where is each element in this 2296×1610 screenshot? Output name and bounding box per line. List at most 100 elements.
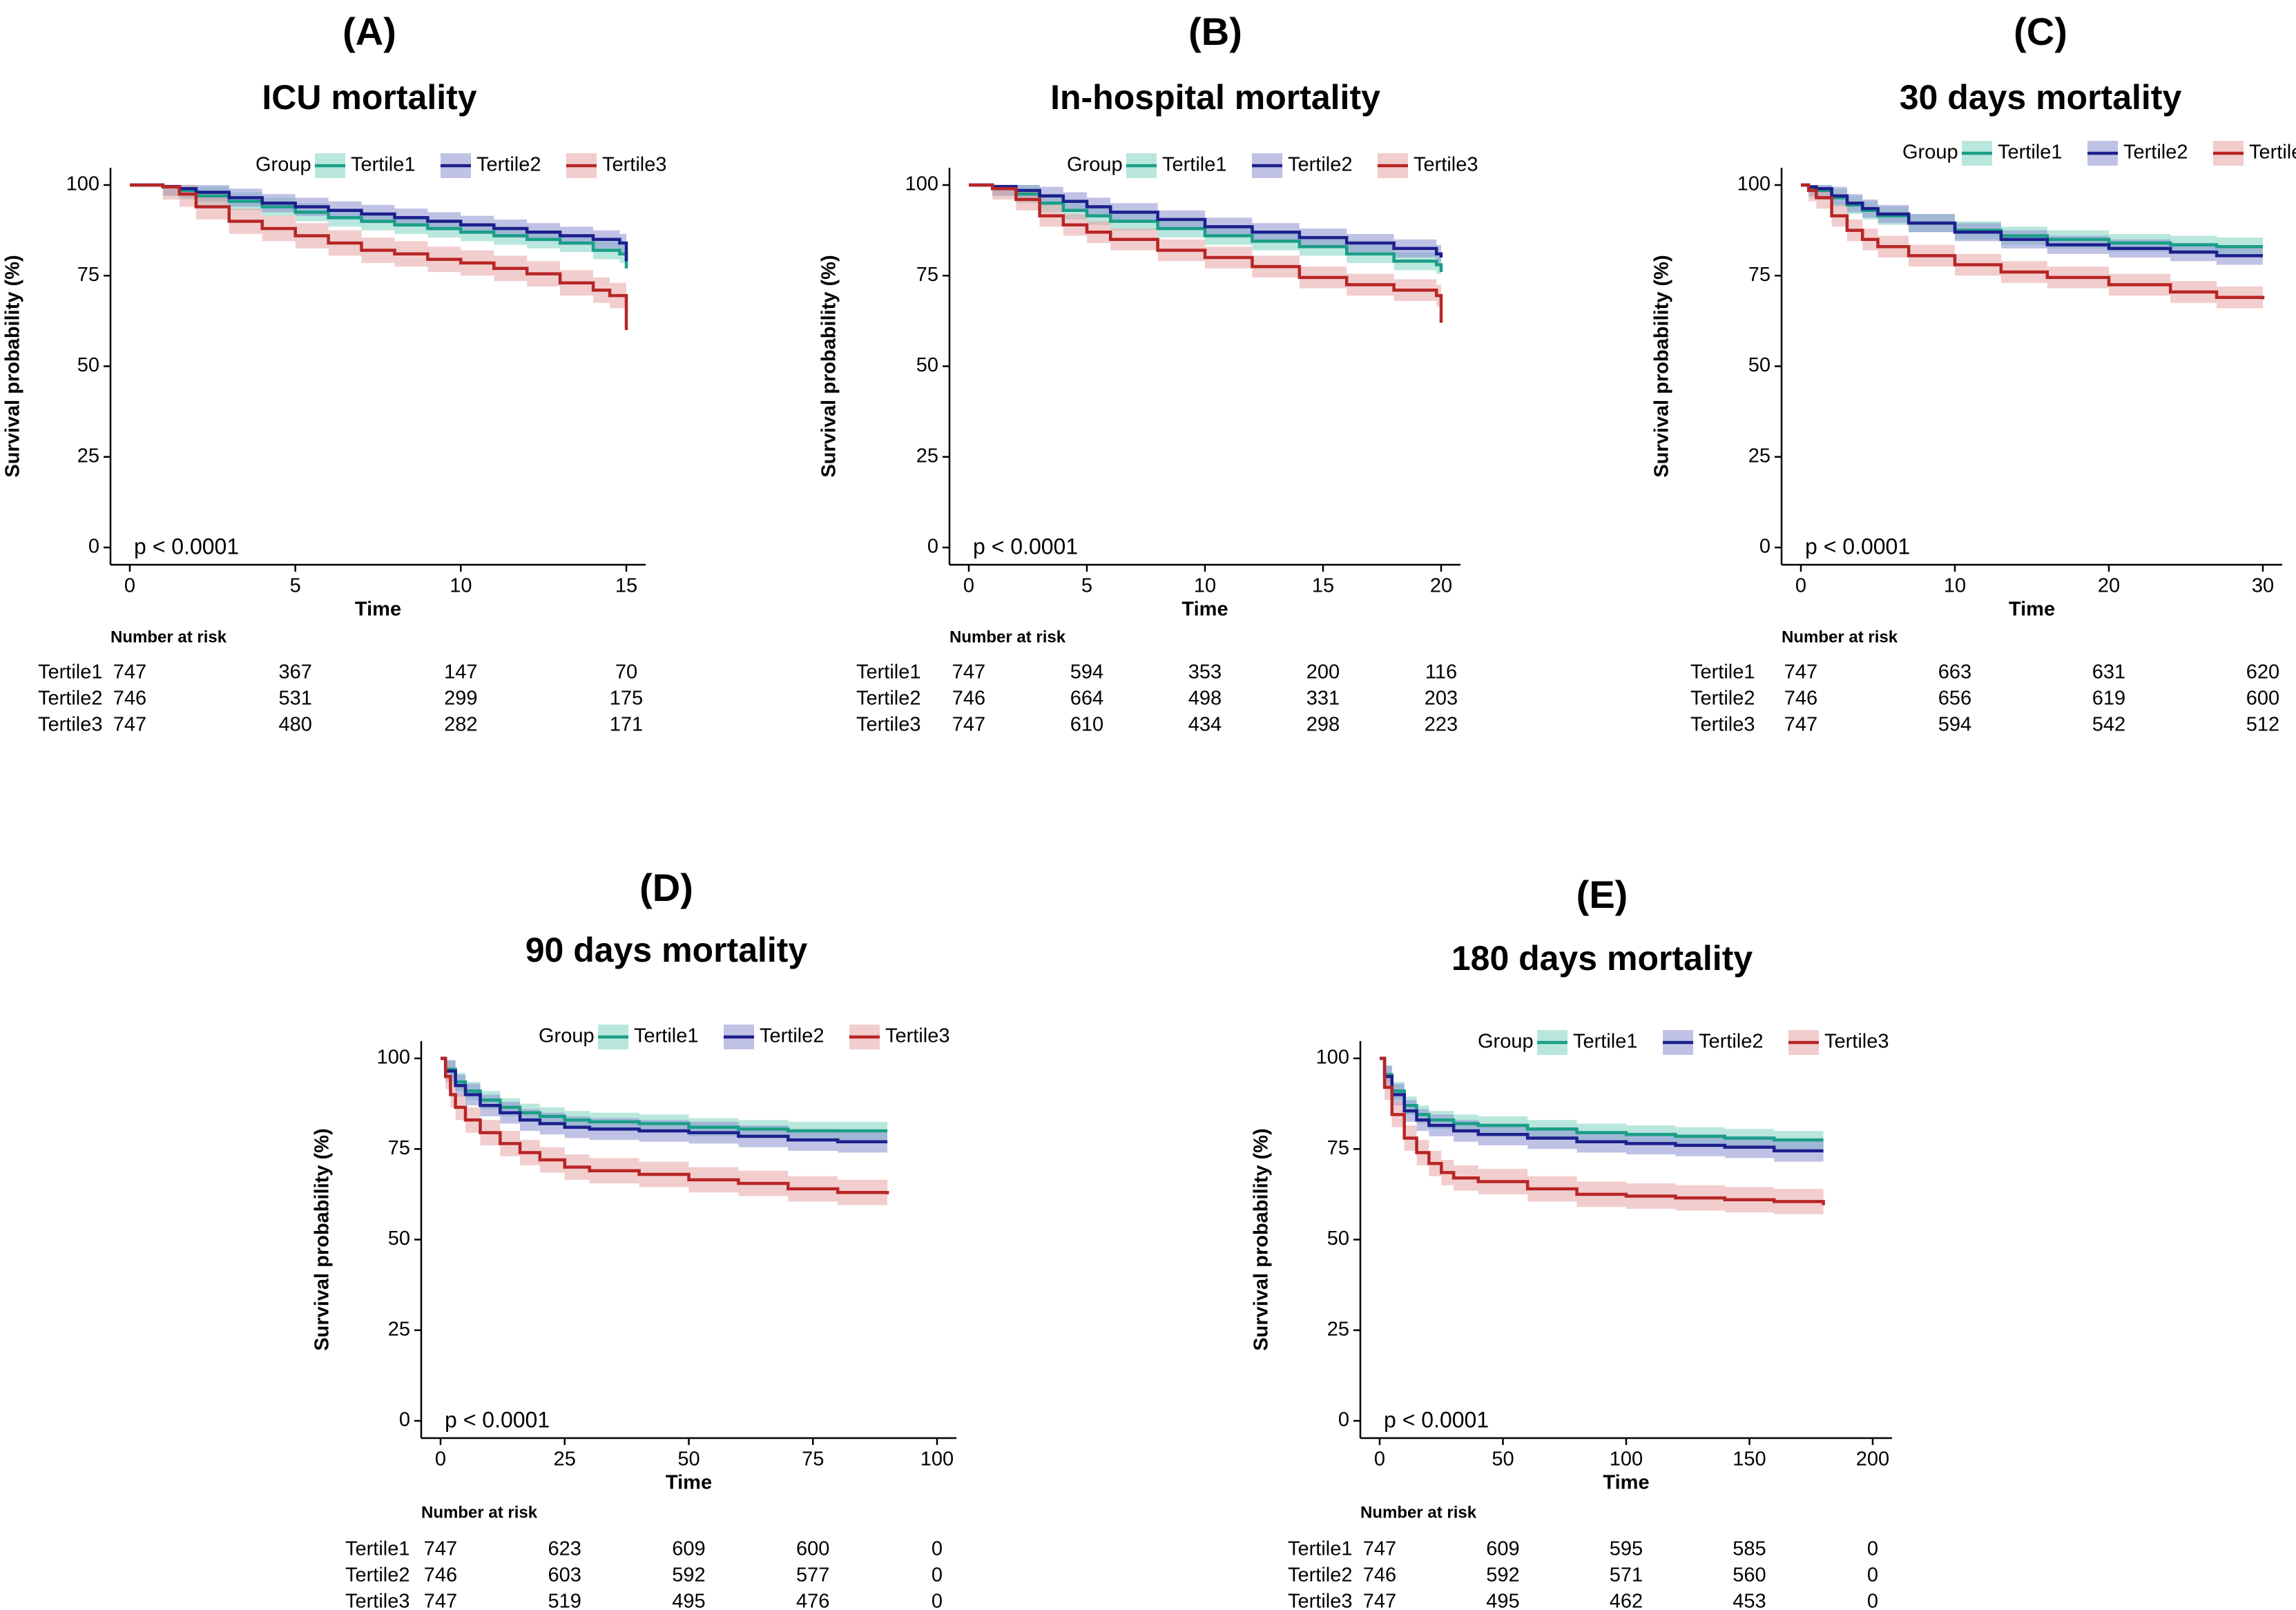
risk-cell: 747 — [1784, 661, 1817, 683]
y-tick-label: 25 — [388, 1318, 410, 1340]
x-tick-label: 0 — [1795, 575, 1806, 597]
legend: Group Tertile1 Tertile2 Tertile3 — [539, 1025, 950, 1049]
risk-cell: 663 — [1938, 661, 1971, 683]
y-axis-title: Survival probability (%) — [818, 255, 840, 477]
x-tick-label: 20 — [2098, 575, 2120, 597]
x-tick-label: 15 — [1312, 575, 1334, 597]
risk-cell: 512 — [2246, 714, 2279, 736]
x-tick-label: 75 — [802, 1448, 824, 1471]
risk-cell: 746 — [113, 688, 146, 710]
legend-label: Tertile1 — [1998, 142, 2063, 164]
x-axis-title: Time — [1181, 599, 1228, 621]
legend-label: Tertile2 — [1699, 1031, 1764, 1053]
risk-row-label: Tertile2 — [856, 688, 921, 710]
survival-curve-tertile3 — [130, 183, 628, 330]
risk-cell: 571 — [1610, 1564, 1643, 1587]
survival-curve-tertile3 — [1380, 1056, 1825, 1205]
legend-item-tertile3: Tertile3 — [849, 1025, 950, 1049]
y-tick-label: 0 — [399, 1409, 410, 1431]
x-tick-label: 200 — [1856, 1448, 1889, 1471]
risk-cell: 623 — [548, 1538, 581, 1560]
y-tick-label: 0 — [927, 536, 938, 558]
risk-cell: 282 — [444, 714, 477, 736]
risk-row-label: Tertile1 — [38, 661, 103, 683]
y-tick-label: 75 — [77, 264, 99, 286]
risk-cell: 0 — [1867, 1564, 1878, 1587]
y-tick-label: 0 — [88, 536, 99, 558]
risk-row-label: Tertile3 — [1288, 1591, 1353, 1610]
risk-cell: 453 — [1733, 1591, 1766, 1610]
risk-row-label: Tertile3 — [38, 714, 103, 736]
risk-cell: 495 — [672, 1591, 705, 1610]
panel-title: 180 days mortality — [1451, 939, 1753, 978]
p-value-label: p < 0.0001 — [134, 534, 239, 559]
y-tick-label: 75 — [1327, 1137, 1349, 1159]
legend-label: Tertile3 — [2249, 142, 2296, 164]
ci-band-tertile3 — [1801, 185, 2263, 311]
risk-table: Number at risk Tertile1 747 594 353 200 116 Ter… — [856, 628, 1458, 735]
panel-e: (E) 180 days mortality 0 25 50 75 100 0 50 100 150… — [1251, 873, 1892, 1610]
p-value-label: p < 0.0001 — [973, 534, 1078, 559]
risk-row-label: Tertile2 — [345, 1564, 410, 1587]
risk-cell: 609 — [1486, 1538, 1519, 1560]
survival-curve-tertile3 — [1801, 183, 2265, 300]
x-tick-label: 10 — [450, 575, 472, 597]
risk-cell: 331 — [1306, 688, 1340, 710]
y-axis-title: Survival probability (%) — [1251, 1128, 1273, 1350]
risk-table: Number at risk Tertile1 747 367 147 70 Tertile… — [38, 628, 643, 735]
legend-label: Tertile2 — [1288, 154, 1353, 176]
legend-item-tertile3: Tertile3 — [1378, 153, 1478, 178]
legend-item-tertile1: Tertile1 — [1537, 1030, 1638, 1055]
y-axis-title: Survival probability (%) — [2, 255, 24, 477]
legend-item-tertile3: Tertile3 — [1788, 1030, 1889, 1055]
ci-band-tertile3 — [441, 1058, 888, 1208]
x-tick-label: 25 — [554, 1448, 576, 1471]
risk-cell: 594 — [1938, 714, 1971, 736]
risk-cell: 480 — [278, 714, 311, 736]
y-tick-label: 75 — [388, 1137, 410, 1159]
y-tick-label: 100 — [905, 173, 938, 195]
risk-table-title: Number at risk — [1782, 628, 1898, 646]
y-tick-label: 50 — [1748, 354, 1771, 376]
legend-label: Tertile3 — [1414, 154, 1478, 176]
risk-cell: 610 — [1070, 714, 1103, 736]
legend-item-tertile2: Tertile2 — [1252, 153, 1353, 178]
x-tick-label: 150 — [1733, 1448, 1766, 1471]
legend-label: Tertile3 — [1824, 1031, 1889, 1053]
risk-cell: 600 — [796, 1538, 829, 1560]
survival-curve-tertile1 — [969, 183, 1443, 272]
survival-curve-tertile2 — [1380, 1056, 1824, 1153]
panel-title: In-hospital mortality — [1050, 78, 1380, 117]
risk-cell: 531 — [278, 688, 311, 710]
risk-cell: 746 — [1784, 688, 1817, 710]
legend-item-tertile1: Tertile1 — [1962, 141, 2063, 166]
risk-row-label: Tertile2 — [38, 688, 103, 710]
legend-label: Tertile1 — [1573, 1031, 1638, 1053]
y-tick-label: 100 — [66, 173, 99, 195]
x-tick-label: 10 — [1944, 575, 1966, 597]
risk-row-label: Tertile1 — [1690, 661, 1755, 683]
panel-label: (D) — [639, 866, 693, 909]
risk-cell: 594 — [1070, 661, 1103, 683]
risk-row-label: Tertile3 — [345, 1591, 410, 1610]
risk-table-title: Number at risk — [1360, 1503, 1477, 1522]
x-tick-label: 50 — [677, 1448, 700, 1471]
legend-item-tertile1: Tertile1 — [598, 1025, 699, 1049]
legend-label: Tertile1 — [634, 1025, 699, 1047]
risk-cell: 746 — [424, 1564, 457, 1587]
x-tick-label: 0 — [963, 575, 974, 597]
legend-label: Tertile3 — [885, 1025, 950, 1047]
survival-curves — [130, 183, 628, 343]
x-tick-label: 0 — [1374, 1448, 1385, 1471]
survival-curves — [1801, 183, 2265, 311]
x-tick-label: 5 — [1081, 575, 1092, 597]
risk-cell: 147 — [444, 661, 477, 683]
ci-band-tertile2 — [130, 185, 626, 271]
risk-cell: 353 — [1188, 661, 1222, 683]
risk-table: Number at risk Tertile1 747 609 595 585 0 Terti… — [1288, 1503, 1878, 1610]
risk-cell: 434 — [1188, 714, 1222, 736]
p-value-label: p < 0.0001 — [1805, 534, 1910, 559]
risk-row-label: Tertile2 — [1690, 688, 1755, 710]
ci-band-tertile3 — [130, 185, 626, 343]
risk-cell: 462 — [1610, 1591, 1643, 1610]
